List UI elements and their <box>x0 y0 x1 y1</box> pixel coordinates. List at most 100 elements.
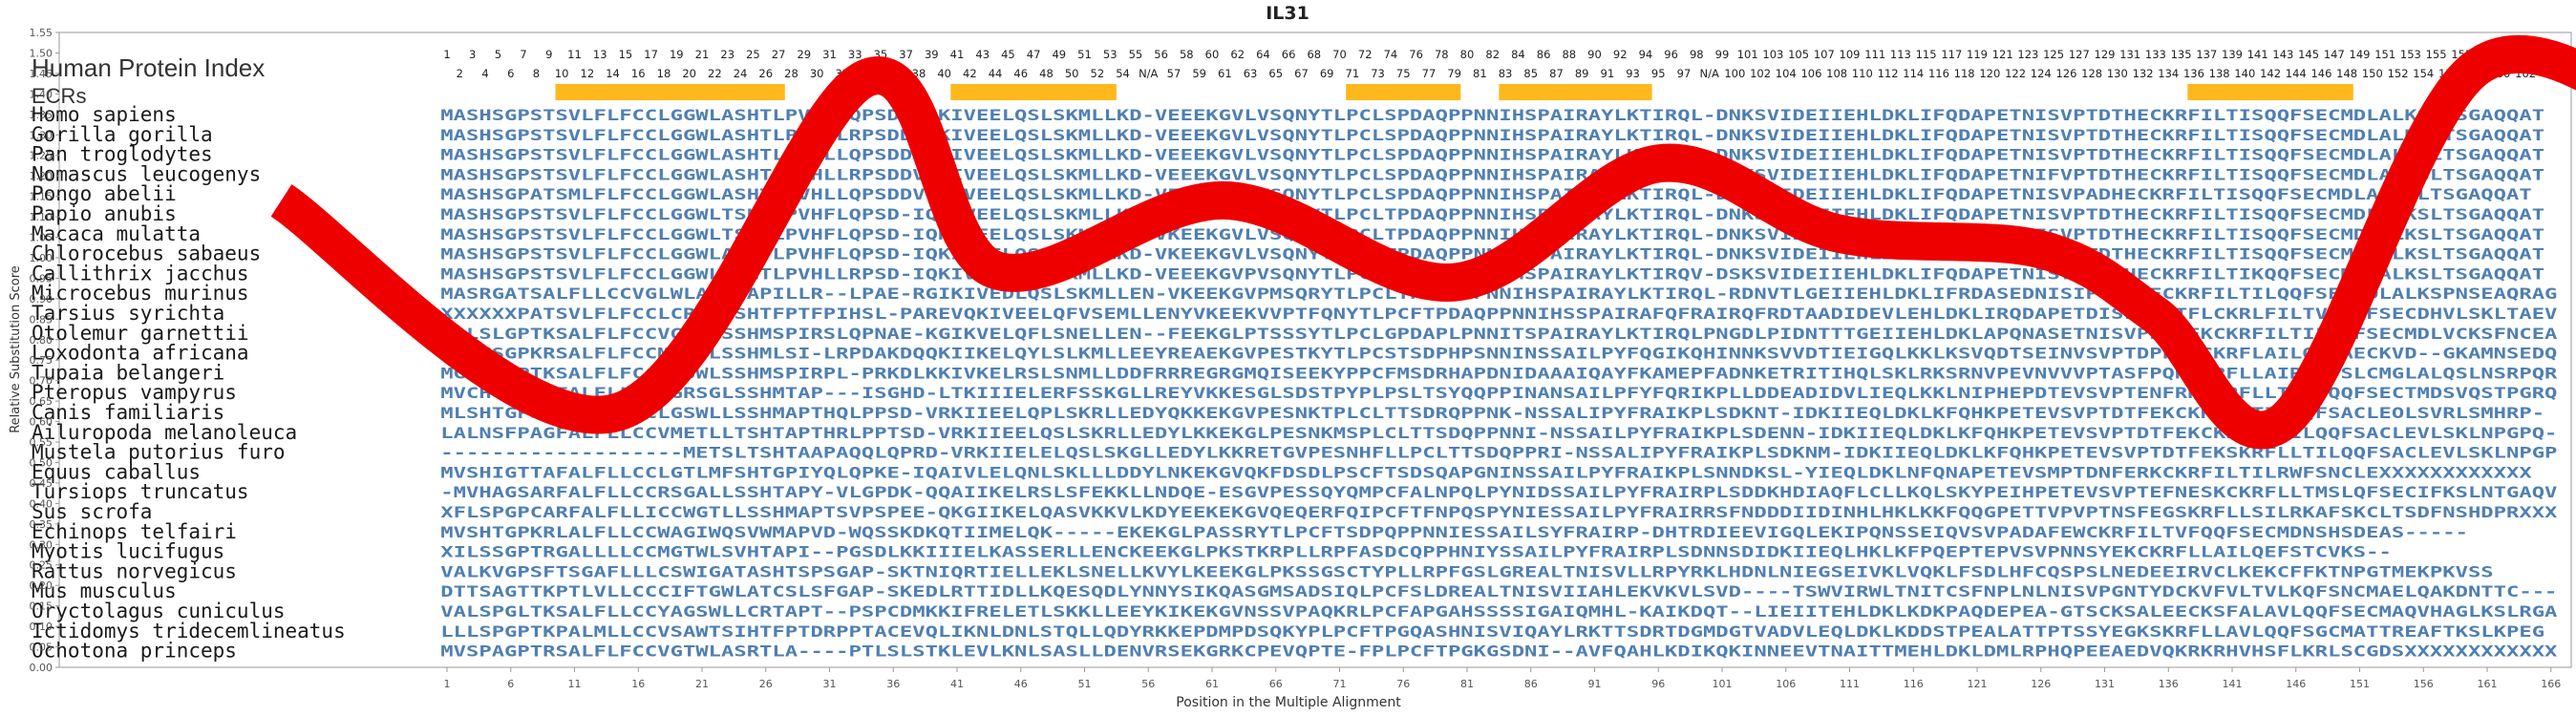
x-tick-label: 1 <box>444 678 451 690</box>
sequence-row: MASRGATSALFLLCCVGLWLASHSAPILLR--LPAE-RGI… <box>440 284 2557 303</box>
species-label: Oryctolagus cuniculus <box>32 600 286 622</box>
sequence-row: MVCHTGSARFALFLLCCLGRSGLSSHMTAP---ISGHD-L… <box>440 384 2557 402</box>
human-index-number: 117 <box>1941 48 1962 61</box>
human-index-number: 141 <box>2247 48 2268 61</box>
x-tick-label: 56 <box>1141 678 1155 690</box>
x-tick-label: 146 <box>2286 678 2306 690</box>
x-tick-label: 151 <box>2350 678 2370 690</box>
human-index-number: 124 <box>2031 67 2052 80</box>
sequence-row: VALSPGLTKSALFLLCCYAGSWLLCRTAPT--PSPCDMKK… <box>440 602 2558 621</box>
human-index-number: 121 <box>1992 48 2013 61</box>
x-tick-label: 61 <box>1205 678 1219 690</box>
y-tick-label: 0.00 <box>30 662 53 674</box>
human-index-number: 64 <box>1256 48 1270 61</box>
human-index-number: 111 <box>1864 48 1885 61</box>
x-tick-label: 11 <box>568 678 582 690</box>
human-index-number: 68 <box>1307 48 1321 61</box>
x-tick-label: 6 <box>507 678 514 690</box>
y-tick-label: 1.15 <box>30 191 53 203</box>
species-label: Sus scrofa <box>32 500 152 523</box>
human-index-number: 97 <box>1677 67 1692 80</box>
human-index-number: 58 <box>1180 48 1194 61</box>
y-tick-label: 1.50 <box>30 47 53 59</box>
human-index-number: 5 <box>495 48 501 61</box>
human-index-number: 59 <box>1192 67 1206 80</box>
human-index-number: 119 <box>1967 48 1988 61</box>
human-index-number: 37 <box>899 48 913 61</box>
sequence-row: DTTSAGTTKPTLVLLCCCIFTGWLATCSLSFGAP-SKEDL… <box>440 582 2557 600</box>
species-label: Gorilla gorilla <box>32 123 213 146</box>
sequence-row: MGSRTGPTKSALFLFCCLGSWLSSHMSPIRPL-PRKDLKK… <box>440 364 2558 382</box>
human-index-number: 27 <box>772 48 786 61</box>
x-tick-label: 51 <box>1078 678 1092 690</box>
y-tick-label: 0.45 <box>30 477 53 490</box>
human-index-number: 21 <box>695 48 710 61</box>
human-index-number: 10 <box>555 67 569 80</box>
human-index-number: 92 <box>1613 48 1628 61</box>
species-label: Nomascus leucogenys <box>32 162 261 185</box>
human-index-number: 3 <box>469 48 476 61</box>
species-label: Macaca mulatta <box>32 222 201 245</box>
human-index-number: 132 <box>2133 67 2154 80</box>
species-label: Echinops telfairi <box>32 520 237 543</box>
substitution-score-ribbon <box>270 34 2576 450</box>
species-label: Otolemur garnettii <box>32 322 249 345</box>
human-index-number: 79 <box>1447 67 1461 80</box>
y-tick-label: 0.90 <box>30 293 53 305</box>
human-index-number: 14 <box>606 67 620 80</box>
human-index-number: 8 <box>533 67 540 80</box>
y-tick-label: 1.05 <box>30 232 53 244</box>
ecr-bar <box>555 84 785 100</box>
human-index-number: 95 <box>1651 67 1666 80</box>
human-index-number: 57 <box>1167 67 1182 80</box>
human-index-number: 115 <box>1916 48 1937 61</box>
y-tick-label: 0.70 <box>30 375 53 388</box>
species-label: Microcebus murinus <box>32 282 249 305</box>
human-index-number: 52 <box>1091 67 1105 80</box>
human-index-number: 69 <box>1320 67 1334 80</box>
x-tick-label: 141 <box>2223 678 2243 690</box>
sequence-row: MVSHTGPKRLALFLLCCWAGIWQSVWMAPVD-WQSSKDKQ… <box>440 523 2468 541</box>
human-index-number: 41 <box>950 48 965 61</box>
human-index-number: 45 <box>1001 48 1015 61</box>
human-index-number: 138 <box>2209 67 2230 80</box>
human-index-number: 134 <box>2158 67 2179 80</box>
sequence-row: -MVHAGSARFALFLLCCRSGALLSSHTAPY-VLGPDK-QQ… <box>440 483 2558 501</box>
human-index-number: 145 <box>2298 48 2319 61</box>
human-index-number: 80 <box>1460 48 1475 61</box>
y-tick-label: 0.30 <box>30 538 53 551</box>
sequence-row: XFLSPGPCARFALFLLICCWGTLLSSHMAPTSVPSPEE-Q… <box>440 503 2558 521</box>
y-tick-label: 0.85 <box>30 313 53 326</box>
human-index-number: 23 <box>720 48 734 61</box>
species-label: Chlorocebus sabaeus <box>32 242 261 265</box>
human-index-number: 31 <box>822 48 837 61</box>
y-tick-label: 0.55 <box>30 436 53 449</box>
human-index-number: 144 <box>2286 67 2307 80</box>
human-index-number: 30 <box>810 67 824 80</box>
x-tick-label: 21 <box>695 678 709 690</box>
x-tick-label: 136 <box>2159 678 2179 690</box>
y-tick-label: 1.40 <box>30 88 53 100</box>
human-index-number: 155 <box>2426 48 2447 61</box>
species-label: Loxodonta africana <box>32 342 249 365</box>
x-tick-label: 16 <box>631 678 645 690</box>
human-index-number: 118 <box>1954 67 1975 80</box>
alignment-sequences: MASHSGPSTSVLFLFCCLGGWLASHTLPVHLLQPSDDVQK… <box>440 106 2558 661</box>
x-tick-label: 31 <box>823 678 837 690</box>
x-tick-label: 71 <box>1333 678 1347 690</box>
species-label: Pteropus vampyrus <box>32 381 237 404</box>
x-tick-label: 121 <box>1968 678 1988 690</box>
human-index-numbers: 1 3 5 7 9 11 13 15 17 19 21 23 25 27 29 31 33 35 37 39 41 43 4… <box>443 48 2548 80</box>
ecr-bar <box>1499 84 1652 100</box>
sequence-row: MASHSGPSTSVLFLFCCLGGWLASHTLPVHLLQPSDDVQK… <box>440 106 2544 124</box>
human-index-number: 2 <box>457 67 463 80</box>
human-index-number: 89 <box>1575 67 1589 80</box>
human-index-number: 116 <box>1928 67 1949 80</box>
human-index-number: 25 <box>746 48 760 61</box>
y-tick-label: 0.50 <box>30 456 53 469</box>
human-index-number: 49 <box>1052 48 1066 61</box>
human-index-number: 101 <box>1737 48 1758 61</box>
human-index-number: 77 <box>1422 67 1437 80</box>
